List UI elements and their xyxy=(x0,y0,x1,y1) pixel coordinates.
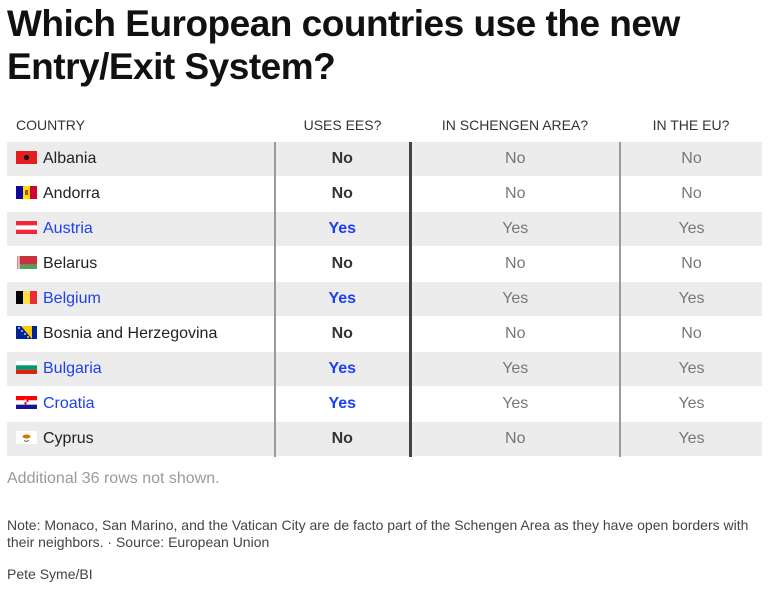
schengen-cell: Yes xyxy=(408,281,620,317)
eu-cell: No xyxy=(619,246,762,282)
header-country: COUNTRY xyxy=(16,116,85,133)
source-note: Note: Monaco, San Marino, and the Vatica… xyxy=(7,517,749,550)
bulgaria-flag-icon xyxy=(16,361,37,374)
header-row: COUNTRY USES EES? IN SCHENGEN AREA? IN T… xyxy=(7,107,762,142)
eu-cell: Yes xyxy=(619,386,762,422)
country-name: Andorra xyxy=(43,185,100,202)
uses-ees-cell: Yes xyxy=(274,351,410,387)
belgium-flag-icon xyxy=(16,291,37,304)
country-name: Bosnia and Herzegovina xyxy=(43,325,218,342)
schengen-cell: No xyxy=(408,176,620,212)
uses-ees-cell: Yes xyxy=(274,386,410,422)
eu-cell: Yes xyxy=(619,281,762,317)
schengen-cell: Yes xyxy=(408,211,620,247)
page-title: Which European countries use the new Ent… xyxy=(7,3,680,87)
uses-ees-cell: No xyxy=(274,142,410,177)
table-row: Bulgaria Yes Yes Yes xyxy=(7,351,762,387)
schengen-cell: No xyxy=(408,142,620,177)
schengen-cell: No xyxy=(408,316,620,352)
table-row: Bosnia and Herzegovina No No No xyxy=(7,316,762,352)
eu-cell: No xyxy=(619,316,762,352)
eu-cell: No xyxy=(619,176,762,212)
table-row: Austria Yes Yes Yes xyxy=(7,211,762,247)
table-row: Croatia Yes Yes Yes xyxy=(7,386,762,422)
table-row: Belarus No No No xyxy=(7,246,762,282)
country-name: Austria xyxy=(43,220,93,237)
eu-cell: Yes xyxy=(619,211,762,247)
country-name: Belarus xyxy=(43,255,98,272)
country-name: Albania xyxy=(43,150,97,167)
additional-rows-note: Additional 36 rows not shown. xyxy=(7,470,220,487)
eu-cell: Yes xyxy=(619,351,762,387)
eu-cell: No xyxy=(619,142,762,177)
croatia-flag-icon xyxy=(16,396,37,409)
header-schengen: IN SCHENGEN AREA? xyxy=(441,116,589,133)
uses-ees-cell: No xyxy=(274,176,410,212)
table-row: Albania No No No xyxy=(7,142,762,177)
credit-line: Pete Syme/BI xyxy=(7,566,93,582)
table-row: Cyprus No No Yes xyxy=(7,421,762,457)
country-name: Bulgaria xyxy=(43,360,102,377)
country-name: Croatia xyxy=(43,395,95,412)
country-name: Belgium xyxy=(43,290,101,307)
cyprus-flag-icon xyxy=(16,431,37,444)
belarus-flag-icon xyxy=(16,256,37,269)
eu-cell: Yes xyxy=(619,421,762,457)
uses-ees-cell: Yes xyxy=(274,281,410,317)
bosnia-flag-icon xyxy=(16,326,37,339)
header-uses-ees: USES EES? xyxy=(303,116,382,133)
table-row: Belgium Yes Yes Yes xyxy=(7,281,762,317)
austria-flag-icon xyxy=(16,221,37,234)
schengen-cell: No xyxy=(408,421,620,457)
table-row: Andorra No No No xyxy=(7,176,762,212)
andorra-flag-icon xyxy=(16,186,37,199)
country-name: Cyprus xyxy=(43,430,94,447)
schengen-cell: Yes xyxy=(408,386,620,422)
uses-ees-cell: No xyxy=(274,246,410,282)
uses-ees-cell: No xyxy=(274,316,410,352)
uses-ees-cell: Yes xyxy=(274,211,410,247)
countries-table: COUNTRY USES EES? IN SCHENGEN AREA? IN T… xyxy=(7,107,762,457)
schengen-cell: No xyxy=(408,246,620,282)
uses-ees-cell: No xyxy=(274,421,410,457)
header-eu: IN THE EU? xyxy=(652,116,730,133)
schengen-cell: Yes xyxy=(408,351,620,387)
albania-flag-icon xyxy=(16,151,37,164)
